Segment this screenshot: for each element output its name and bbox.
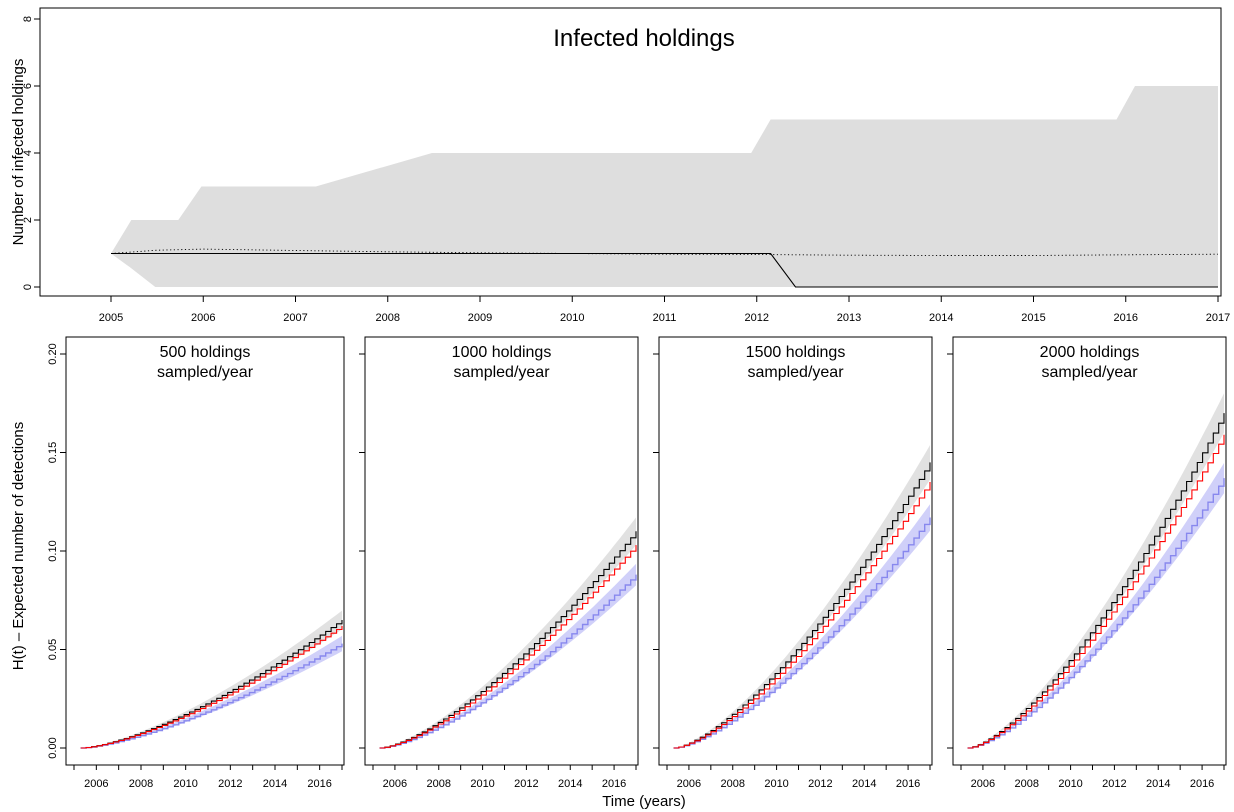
x-tick-label: 2010 <box>1058 778 1082 790</box>
black-series-line <box>673 462 931 749</box>
panel-title-line: sampled/year <box>157 364 254 381</box>
infected-holdings-x-axis: 2005 2006 2007 2008 2009 2010 2011 2012 2013 2014… <box>99 296 1230 324</box>
x-tick-label: 2015 <box>1021 312 1045 324</box>
black-series-line <box>379 531 637 749</box>
panel-title-line: sampled/year <box>453 364 550 381</box>
y-tick-label: 6 <box>22 83 34 89</box>
panel-frame <box>65 336 345 766</box>
panel-title-line: 2000 holdings <box>1040 344 1140 361</box>
infected-holdings-y-axis: 0 2 4 6 8 <box>22 16 40 290</box>
x-tick-label: 2006 <box>191 312 215 324</box>
y-tick-label: 8 <box>22 16 34 22</box>
x-tick-label: 2016 <box>307 778 331 790</box>
infected-holdings-title: Infected holdings <box>553 25 734 52</box>
y-tick-label: 0 <box>22 284 34 290</box>
infected-holdings-realization-line <box>111 252 1218 288</box>
y-tick-label: 0.05 <box>47 639 59 660</box>
x-tick-label: 2014 <box>1146 778 1170 790</box>
x-tick-label: 2010 <box>173 778 197 790</box>
x-tick-label: 2006 <box>84 778 108 790</box>
red-series-line <box>379 545 637 749</box>
x-tick-label: 2016 <box>602 778 626 790</box>
x-tick-label: 2016 <box>1114 312 1138 324</box>
x-tick-label: 2014 <box>558 778 582 790</box>
x-tick-label: 2006 <box>383 778 407 790</box>
y-tick-label: 0.20 <box>47 343 59 364</box>
black-confidence-band <box>379 517 636 748</box>
detection-panel: 500 holdings sampled/year 2006 2008 2010 2012… <box>47 336 345 790</box>
panel-title-line: 1500 holdings <box>746 344 846 361</box>
blue-series-line <box>967 478 1225 749</box>
x-tick-label: 2012 <box>218 778 242 790</box>
blue-confidence-band <box>967 463 1224 748</box>
blue-confidence-band <box>673 504 930 748</box>
x-tick-label: 2016 <box>896 778 920 790</box>
infected-holdings-ylabel: Number of infected holdings <box>10 59 27 246</box>
y-tick-label: 0.00 <box>47 737 59 758</box>
x-tick-label: 2012 <box>745 312 769 324</box>
detection-panels: 500 holdings sampled/year 2006 2008 2010 2012… <box>47 336 1227 790</box>
y-tick-label: 0.15 <box>47 442 59 463</box>
x-tick-label: 2005 <box>99 312 123 324</box>
detection-panel: 1500 holdings sampled/year 2006 2008 2010 201… <box>653 336 933 790</box>
x-tick-label: 2011 <box>653 312 677 324</box>
blue-series-line <box>379 574 637 749</box>
x-tick-label: 2006 <box>677 778 701 790</box>
blue-series-line <box>80 643 343 749</box>
x-tick-label: 2017 <box>1206 312 1230 324</box>
x-tick-label: 2008 <box>427 778 451 790</box>
x-tick-label: 2014 <box>263 778 287 790</box>
detections-ylabel: H(t) – Expected number of detections <box>10 422 27 670</box>
panel-frame <box>952 336 1227 766</box>
x-tick-label: 2014 <box>852 778 876 790</box>
panel-title-line: 500 holdings <box>160 344 251 361</box>
x-tick-label: 2012 <box>1102 778 1126 790</box>
time-xlabel: Time (years) <box>602 793 686 810</box>
black-series-line <box>80 620 343 749</box>
detection-panel: 1000 holdings sampled/year 2006 2008 2010 201… <box>359 336 639 790</box>
panel-title-line: sampled/year <box>747 364 844 381</box>
black-series-line <box>967 413 1225 749</box>
infected-holdings-plot-area <box>110 86 1219 288</box>
black-confidence-band <box>80 610 342 748</box>
x-tick-label: 2012 <box>514 778 538 790</box>
red-series-line <box>80 625 343 749</box>
x-tick-label: 2014 <box>929 312 953 324</box>
x-tick-label: 2008 <box>129 778 153 790</box>
red-series-line <box>967 434 1225 749</box>
infected-holdings-range-band <box>111 86 1218 287</box>
detection-panel: 2000 holdings sampled/year 2006 2008 2010 201… <box>947 336 1227 790</box>
panel-title-line: 1000 holdings <box>452 344 552 361</box>
infected-holdings-frame <box>39 7 1222 297</box>
x-tick-label: 2010 <box>470 778 494 790</box>
infected-holdings-mean-line <box>110 248 1219 256</box>
x-tick-label: 2010 <box>560 312 584 324</box>
y-tick-label: 4 <box>22 150 34 156</box>
y-tick-label: 2 <box>22 217 34 223</box>
x-tick-label: 2010 <box>764 778 788 790</box>
x-tick-label: 2013 <box>837 312 861 324</box>
x-tick-label: 2008 <box>376 312 400 324</box>
x-tick-label: 2006 <box>971 778 995 790</box>
blue-confidence-band <box>379 563 636 748</box>
y-tick-label: 0.10 <box>47 540 59 561</box>
x-tick-label: 2008 <box>721 778 745 790</box>
infected-holdings-panel: Infected holdings Number of infected hol… <box>10 7 1230 324</box>
x-tick-label: 2007 <box>283 312 307 324</box>
x-tick-label: 2016 <box>1190 778 1214 790</box>
x-tick-label: 2008 <box>1015 778 1039 790</box>
panel-frame <box>658 336 933 766</box>
panel-frame <box>364 336 639 766</box>
black-confidence-band <box>967 393 1224 748</box>
red-series-line <box>673 482 931 749</box>
panel-title-line: sampled/year <box>1041 364 1138 381</box>
blue-series-line <box>673 517 931 749</box>
x-tick-label: 2012 <box>808 778 832 790</box>
black-confidence-band <box>673 445 930 748</box>
x-tick-label: 2009 <box>468 312 492 324</box>
